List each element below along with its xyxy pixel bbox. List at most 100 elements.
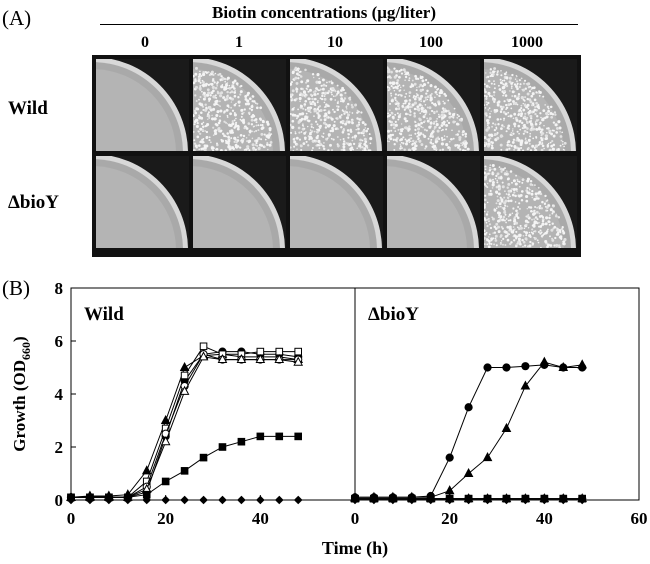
data-point-wild-filled-diamond (142, 495, 152, 505)
y-tick-label-6: 6 (55, 332, 64, 351)
plate-photo-bioy-100 (387, 156, 480, 248)
data-point-bioy-filled-triangle (520, 380, 531, 390)
data-point-wild-filled-diamond (66, 495, 76, 505)
plate-grid (92, 55, 581, 257)
data-point-wild-open-triangle (274, 353, 285, 364)
data-point-bioy-filled-triangle (482, 452, 493, 462)
data-point-wild-filled-diamond (180, 495, 189, 505)
panel-a-label: (A) (2, 6, 32, 30)
data-point-wild-filled-triangle (179, 361, 190, 371)
data-point-wild-open-square (275, 347, 284, 356)
data-point-bioy-filled-circle (483, 363, 492, 372)
data-point-bioy-filled-circle (521, 362, 530, 371)
data-point-bioy-filled-triangle (501, 422, 512, 432)
data-point-bioy-filled-diamond (502, 495, 511, 505)
data-point-wild-open-triangle (293, 356, 304, 366)
panel-b-label: (B) (2, 276, 30, 300)
data-point-bioy-filled-diamond (388, 495, 398, 505)
data-point-wild-filled-diamond (199, 495, 208, 505)
plate-photo-bioy-10 (290, 156, 383, 248)
conc-label-1000: 1000 (511, 34, 543, 51)
data-point-wild-open-square (256, 347, 265, 356)
data-point-wild-open-square (180, 371, 189, 380)
plate-photo-wild-1000 (484, 59, 577, 151)
row-label-bioy: ΔbioY (8, 192, 59, 213)
data-point-wild-open-triangle (198, 351, 209, 361)
data-point-wild-filled-square (237, 437, 246, 446)
data-point-bioy-filled-triangle (444, 485, 455, 495)
x-tick-label-20: 20 (441, 509, 458, 528)
data-point-wild-filled-diamond (293, 495, 303, 505)
data-point-wild-open-triangle (217, 353, 228, 364)
plate-photo-bioy-1 (193, 156, 286, 248)
data-point-bioy-filled-circle (464, 403, 473, 412)
data-point-wild-filled-diamond (218, 495, 227, 505)
data-point-bioy-filled-circle (445, 453, 454, 462)
data-point-bioy-filled-diamond (369, 495, 379, 505)
biotin-header: Biotin concentrations (μg/liter) (212, 3, 436, 22)
row-label-wild: Wild (8, 98, 48, 119)
growth-chart: 0 2 4 6 8 0 20 40 0 20 40 60 Time (h) Growth (OD660) W… (10, 279, 648, 559)
conc-label-1: 1 (235, 34, 243, 51)
x-tick-label-20: 20 (157, 509, 174, 528)
x-tick-label-60: 60 (631, 509, 648, 528)
data-point-bioy-filled-diamond (521, 495, 530, 505)
data-point-wild-filled-diamond (161, 495, 170, 505)
plate-photo-wild-1 (193, 59, 286, 151)
data-point-wild-open-triangle (255, 353, 266, 364)
data-point-wild-filled-diamond (85, 495, 95, 505)
data-point-wild-filled-square (180, 467, 189, 475)
data-point-bioy-filled-diamond (445, 495, 454, 505)
x-axis-label: Time (h) (322, 538, 388, 559)
data-point-bioy-filled-triangle (463, 467, 474, 477)
panel-title-wild: Wild (84, 304, 124, 325)
data-point-wild-open-square (199, 342, 208, 351)
conc-label-10: 10 (327, 34, 343, 51)
data-point-bioy-filled-triangle (558, 361, 569, 371)
data-point-wild-filled-diamond (104, 495, 114, 505)
data-point-bioy-filled-diamond (577, 495, 587, 505)
data-point-wild-filled-triangle (141, 465, 152, 475)
data-point-wild-filled-square (275, 432, 284, 441)
data-point-wild-open-square (294, 347, 302, 356)
y-tick-label-8: 8 (55, 279, 64, 298)
data-point-bioy-filled-diamond (464, 495, 473, 505)
data-point-wild-open-triangle (160, 436, 171, 446)
header-rule (100, 24, 578, 25)
plate-photo-wild-100 (387, 59, 480, 151)
y-tick-label-0: 0 (55, 491, 64, 510)
plate-photo-wild-10 (290, 59, 383, 151)
series-line-wild-filled-square (71, 435, 299, 498)
data-point-wild-filled-diamond (274, 495, 284, 505)
series-line-bioy-filled-triangle (355, 361, 583, 498)
data-point-wild-filled-square (256, 432, 265, 441)
data-point-wild-open-triangle (179, 385, 190, 395)
conc-label-100: 100 (419, 34, 443, 51)
data-point-bioy-filled-circle (502, 363, 511, 372)
data-point-wild-filled-square (199, 453, 208, 462)
data-point-bioy-filled-triangle (577, 359, 588, 369)
data-point-bioy-filled-diamond (426, 495, 436, 505)
plate-photo-wild-0 (96, 59, 189, 151)
data-point-bioy-filled-triangle (539, 356, 550, 366)
y-tick-label-2: 2 (55, 438, 64, 457)
x-tick-label-40: 40 (536, 509, 553, 528)
x-tick-label-0: 0 (351, 509, 360, 528)
data-point-wild-filled-square (161, 477, 170, 486)
data-point-wild-filled-diamond (256, 495, 265, 505)
data-point-bioy-filled-diamond (350, 495, 360, 505)
data-point-bioy-filled-diamond (540, 495, 549, 505)
data-point-wild-open-triangle (236, 353, 247, 364)
panel-title-bioy: ΔbioY (368, 304, 419, 325)
series-line-bioy-filled-circle (355, 364, 583, 498)
plate-photo-bioy-0 (96, 156, 189, 248)
data-point-wild-filled-diamond (123, 495, 133, 505)
x-tick-label-40: 40 (252, 509, 269, 528)
data-point-wild-filled-diamond (237, 495, 246, 505)
data-point-wild-filled-square (294, 432, 302, 441)
y-tick-label-4: 4 (55, 385, 64, 404)
data-point-bioy-filled-diamond (483, 495, 492, 505)
conc-label-0: 0 (141, 34, 149, 51)
y-axis-label: Growth (OD660) (10, 336, 33, 451)
data-point-bioy-filled-diamond (558, 495, 568, 505)
